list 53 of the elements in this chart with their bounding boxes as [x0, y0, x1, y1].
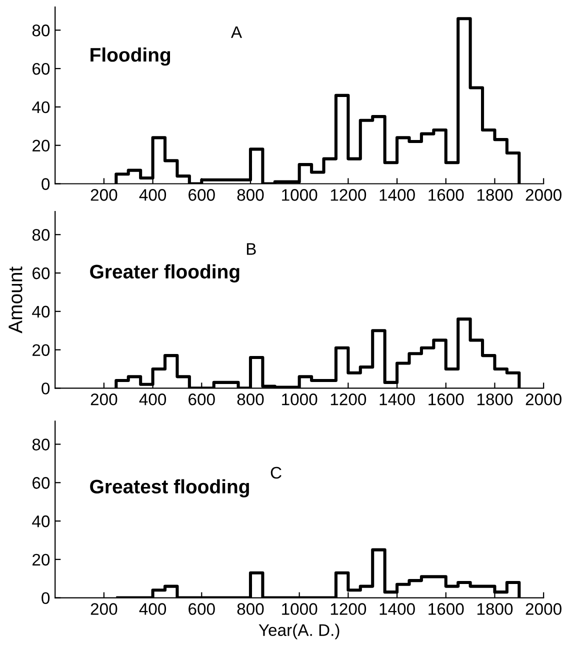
annotation: Flooding [90, 47, 170, 66]
annotation: Greatest flooding [90, 479, 249, 498]
x-tick-label: 1200 [330, 394, 366, 406]
x-tick-label: 2000 [526, 603, 562, 615]
x-tick-label: 1000 [282, 394, 318, 406]
x-tick-label: 2000 [526, 189, 562, 201]
x-tick-label: 1000 [282, 603, 318, 615]
x-tick-label: 2000 [526, 394, 562, 406]
x-tick-label: 1800 [477, 603, 513, 615]
annotation: A [230, 26, 242, 38]
x-tick-label: 800 [237, 394, 264, 406]
y-axis-title: Amount [8, 266, 22, 334]
annotation: C [270, 466, 282, 479]
y-tick-label: 20 [32, 140, 50, 152]
y-tick-label: 40 [32, 515, 50, 528]
x-tick-label: 200 [90, 394, 118, 406]
x-tick-label: 1200 [330, 189, 366, 201]
x-tick-label: 600 [188, 189, 215, 201]
x-tick-label: 1600 [428, 603, 464, 615]
y-tick-label: 40 [32, 306, 50, 318]
y-tick-label: 40 [32, 101, 50, 114]
x-tick-label: 200 [90, 189, 118, 201]
y-tick-label: 60 [32, 477, 50, 489]
x-axis-title: Year(A. D.) [258, 624, 340, 640]
y-tick-label: 20 [32, 344, 50, 356]
x-tick-label: 400 [139, 394, 166, 406]
x-tick-label: 1200 [330, 603, 366, 615]
x-tick-label: 1400 [380, 189, 415, 201]
x-tick-label: 200 [90, 603, 118, 615]
x-tick-label: 1800 [477, 394, 513, 406]
x-tick-label: 800 [237, 603, 264, 615]
x-tick-label: 400 [139, 603, 166, 615]
x-tick-label: 1800 [477, 189, 513, 201]
y-tick-label: 60 [32, 267, 50, 280]
x-tick-label: 600 [188, 394, 215, 406]
x-tick-label: 400 [139, 189, 166, 201]
x-tick-label: 1000 [282, 189, 318, 201]
x-tick-label: 1400 [380, 603, 415, 615]
y-tick-label: 80 [32, 229, 50, 241]
annotation: Greater flooding [90, 264, 240, 282]
y-tick-label: 60 [32, 62, 50, 75]
y-tick-label: 80 [32, 438, 50, 450]
y-tick-label: 0 [42, 178, 50, 190]
x-tick-label: 800 [237, 189, 264, 201]
x-tick-label: 1600 [428, 189, 464, 201]
y-tick-label: 80 [32, 24, 50, 36]
y-tick-label: 0 [42, 382, 50, 394]
x-tick-label: 1400 [380, 394, 415, 406]
y-tick-label: 20 [32, 554, 50, 566]
annotation: B [246, 243, 256, 255]
y-tick-label: 0 [42, 592, 50, 604]
x-tick-label: 600 [188, 603, 215, 615]
x-tick-label: 1600 [428, 394, 464, 406]
